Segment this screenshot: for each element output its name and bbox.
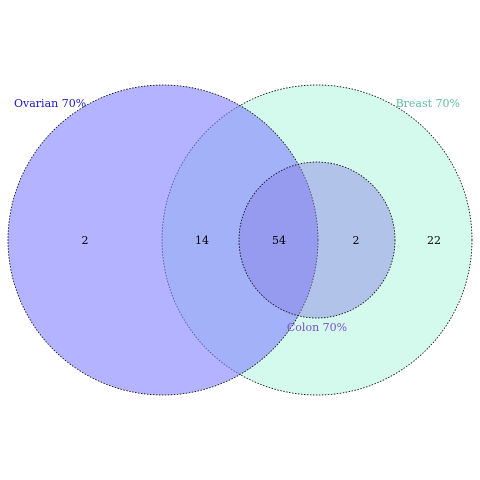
colon-set-label: Colon 70%	[287, 321, 347, 334]
region-count-breast-colon: 2	[353, 234, 360, 247]
ovarian-set-circle	[7, 84, 319, 396]
region-count-all-three: 54	[272, 234, 286, 247]
region-count-ovarian-breast: 14	[195, 234, 209, 247]
breast-set-label: Breast 70%	[396, 97, 460, 110]
ovarian-set-label: Ovarian 70%	[14, 97, 86, 110]
region-count-breast-only: 22	[427, 234, 441, 247]
region-count-ovarian-only: 2	[82, 234, 89, 247]
colon-set-circle	[238, 161, 396, 319]
